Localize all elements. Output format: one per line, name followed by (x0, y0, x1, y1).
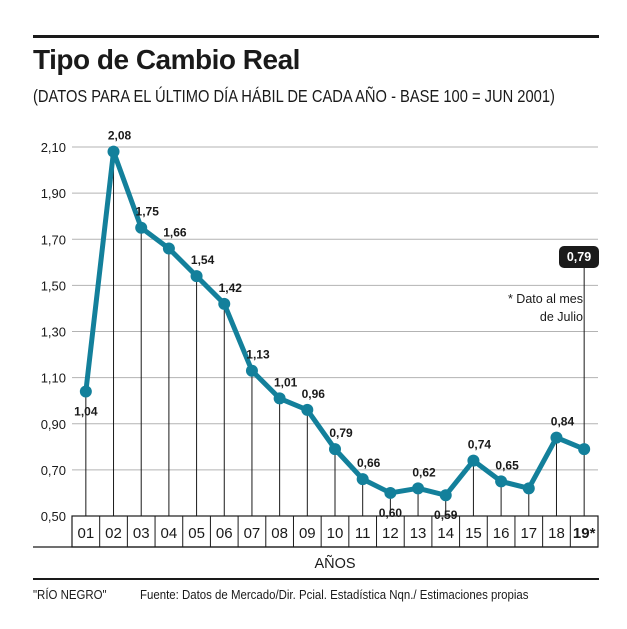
data-label: 0,62 (412, 465, 436, 479)
data-label: 0,96 (302, 387, 326, 401)
x-tick-label: 18 (548, 525, 565, 542)
data-point (107, 145, 120, 158)
data-point (190, 270, 203, 283)
x-tick-label: 12 (382, 525, 399, 542)
data-label: 0,66 (357, 456, 381, 470)
data-label: 1,42 (219, 281, 243, 295)
data-points (79, 145, 591, 502)
data-label: 0,74 (468, 438, 492, 452)
bottom-rule (33, 578, 599, 580)
data-point (135, 221, 148, 234)
y-tick-label: 1,90 (41, 186, 66, 201)
data-point (412, 482, 425, 495)
x-tick-label: 19* (573, 525, 596, 542)
y-tick-label: 0,70 (41, 463, 66, 478)
x-tick-label: 06 (216, 525, 233, 542)
data-point (578, 443, 591, 456)
x-tick-label: 16 (493, 525, 510, 542)
x-tick-label: 10 (327, 525, 344, 542)
data-label: 1,04 (74, 404, 98, 418)
x-tick-label: 15 (465, 525, 482, 542)
data-label: 1,75 (136, 205, 160, 219)
latest-value-callout: 0,79 (559, 246, 599, 268)
x-axis: 01 02 03 04 05 06 07 08 09 10 11 12 13 14 15 16 17 18 19* (33, 515, 599, 548)
data-point (79, 385, 92, 398)
y-axis-ticks: 0,50 0,70 0,90 1,10 1,30 1,50 1,70 1,90 2,10 (41, 140, 66, 524)
data-point (356, 473, 369, 486)
x-axis-title: AÑOS (314, 556, 356, 572)
y-tick-label: 1,10 (41, 371, 66, 386)
data-point (522, 482, 535, 495)
source-text: Fuente: Datos de Mercado/Dir. Pcial. Est… (140, 587, 529, 602)
x-tick-label: 04 (161, 525, 178, 542)
chart-subtitle: (DATOS PARA EL ÚLTIMO DÍA HÁBIL DE CADA … (33, 86, 555, 106)
y-tick-label: 1,30 (41, 325, 66, 340)
data-label: 0,79 (329, 426, 353, 440)
data-label: 1,01 (274, 375, 298, 389)
y-tick-label: 1,70 (41, 232, 66, 247)
data-label: 2,08 (108, 129, 132, 143)
x-tick-label: 05 (188, 525, 205, 542)
x-tick-label: 02 (105, 525, 122, 542)
data-label: 1,13 (246, 348, 270, 362)
data-label: 0,60 (379, 506, 403, 520)
footnote-line-1: * Dato al mes (507, 292, 583, 306)
y-tick-label: 1,50 (41, 278, 66, 293)
x-tick-label: 11 (355, 525, 371, 542)
footnote-annotation: * Dato al mes de Julio (508, 290, 583, 326)
x-tick-label: 08 (271, 525, 288, 542)
x-tick-label: 09 (299, 525, 316, 542)
data-point (245, 364, 258, 377)
data-label: 0,59 (434, 508, 458, 522)
data-point (384, 486, 397, 499)
y-tick-label: 0,50 (41, 509, 66, 524)
data-label: 0,84 (551, 415, 575, 429)
x-tick-label: 13 (410, 525, 427, 542)
x-tick-label: 07 (244, 525, 261, 542)
data-point (439, 489, 452, 502)
chart-title: Tipo de Cambio Real (33, 44, 300, 75)
drop-lines (85, 151, 585, 516)
y-tick-label: 2,10 (41, 140, 66, 155)
data-label: 0,65 (495, 458, 519, 472)
footnote-line-2: de Julio (539, 310, 583, 324)
data-point (218, 297, 231, 310)
data-point (273, 392, 286, 405)
data-point (550, 431, 563, 444)
x-tick-label: 17 (520, 525, 537, 542)
x-tick-label: 14 (437, 525, 454, 542)
data-point (329, 443, 341, 456)
data-point (467, 454, 480, 467)
data-label: 1,54 (191, 253, 215, 267)
data-labels: 1,04 2,08 1,751,66 1,54 1,42 1,13 1,01 0,96 0,79… (74, 129, 574, 523)
x-tick-label: 01 (77, 525, 94, 542)
data-label: 1,66 (163, 225, 187, 239)
data-point (301, 403, 314, 416)
y-tick-label: 0,90 (41, 417, 66, 432)
data-point (495, 475, 508, 488)
data-point (162, 242, 175, 255)
x-tick-label: 03 (133, 525, 150, 542)
credit-text: "RÍO NEGRO" (33, 587, 107, 602)
top-rule (33, 35, 599, 38)
